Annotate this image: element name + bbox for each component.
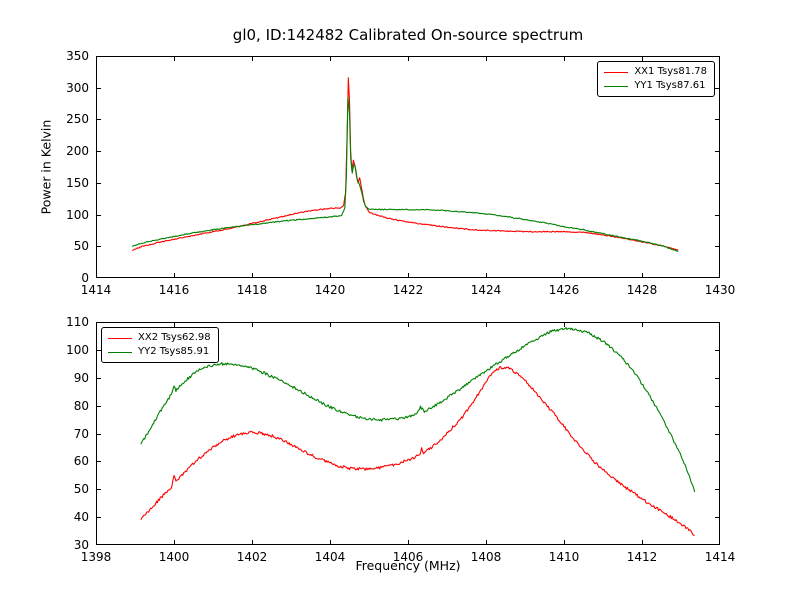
legend: XX2 Tsys62.98 YY2 Tsys85.91 xyxy=(101,327,219,363)
chart-title: gl0, ID:142482 Calibrated On-source spec… xyxy=(232,26,584,44)
x-tick-label: 1408 xyxy=(470,550,502,564)
x-tick-label: 1428 xyxy=(626,283,658,297)
y-tick-label: 110 xyxy=(66,315,89,329)
y-tick-label: 100 xyxy=(66,207,89,222)
x-axis-label: Frequency (MHz) xyxy=(355,558,461,573)
y-tick-label: 100 xyxy=(66,342,89,357)
x-tick-label: 1418 xyxy=(236,283,268,297)
x-tick-label: 1400 xyxy=(158,550,190,564)
x-tick-label: 1414 xyxy=(704,550,736,564)
y-tick-label: 300 xyxy=(66,80,89,95)
y-tick-label: 350 xyxy=(66,49,89,63)
y-tick-label: 200 xyxy=(66,144,89,159)
y-tick-label: 150 xyxy=(66,175,89,190)
legend-label: XX1 Tsys81.78 xyxy=(634,66,707,77)
legend-entry: YY2 Tsys85.91 xyxy=(108,345,211,359)
bottom-subplot: XX2 Tsys62.98 YY2 Tsys85.91 xyxy=(96,322,720,545)
legend-line-swatch xyxy=(604,85,629,87)
legend-label: YY2 Tsys85.91 xyxy=(138,346,210,357)
y-tick-label: 70 xyxy=(73,426,89,441)
x-tick-label: 1402 xyxy=(236,550,268,564)
y-tick-label: 30 xyxy=(73,538,89,552)
legend-entry: XX2 Tsys62.98 xyxy=(108,331,211,345)
legend-line-swatch xyxy=(604,71,629,73)
legend: XX1 Tsys81.78 YY1 Tsys87.61 xyxy=(597,61,715,97)
legend-label: YY1 Tsys87.61 xyxy=(634,80,706,91)
legend-line-swatch xyxy=(108,337,132,339)
x-tick-label: 1406 xyxy=(392,550,424,564)
x-tick-label: 1420 xyxy=(314,283,346,297)
top-subplot: XX1 Tsys81.78 YY1 Tsys87.61 xyxy=(96,56,720,278)
x-tick-label: 1426 xyxy=(548,283,580,297)
y-tick-label: 250 xyxy=(66,112,89,127)
x-tick-label: 1398 xyxy=(80,550,112,564)
y-axis-label: Power in Kelvin xyxy=(38,119,54,215)
x-tick-label: 1412 xyxy=(626,550,658,564)
x-tick-label: 1416 xyxy=(158,283,190,297)
legend-entry: XX1 Tsys81.78 xyxy=(604,65,707,79)
y-tick-label: 50 xyxy=(73,482,89,497)
legend-entry: YY1 Tsys87.61 xyxy=(604,79,707,93)
legend-line-swatch xyxy=(108,351,132,353)
x-tick-label: 1410 xyxy=(548,550,580,564)
y-tick-label: 40 xyxy=(73,510,89,525)
legend-label: XX2 Tsys62.98 xyxy=(138,332,211,343)
x-tick-label: 1404 xyxy=(314,550,346,564)
x-tick-label: 1422 xyxy=(392,283,424,297)
y-tick-label: 80 xyxy=(73,398,89,413)
x-tick-label: 1414 xyxy=(80,283,112,297)
x-tick-label: 1424 xyxy=(470,283,502,297)
y-tick-label: 50 xyxy=(73,239,89,254)
y-tick-label: 60 xyxy=(73,454,89,469)
y-tick-label: 90 xyxy=(73,370,89,385)
y-tick-label: 0 xyxy=(81,271,89,285)
x-tick-label: 1430 xyxy=(704,283,736,297)
